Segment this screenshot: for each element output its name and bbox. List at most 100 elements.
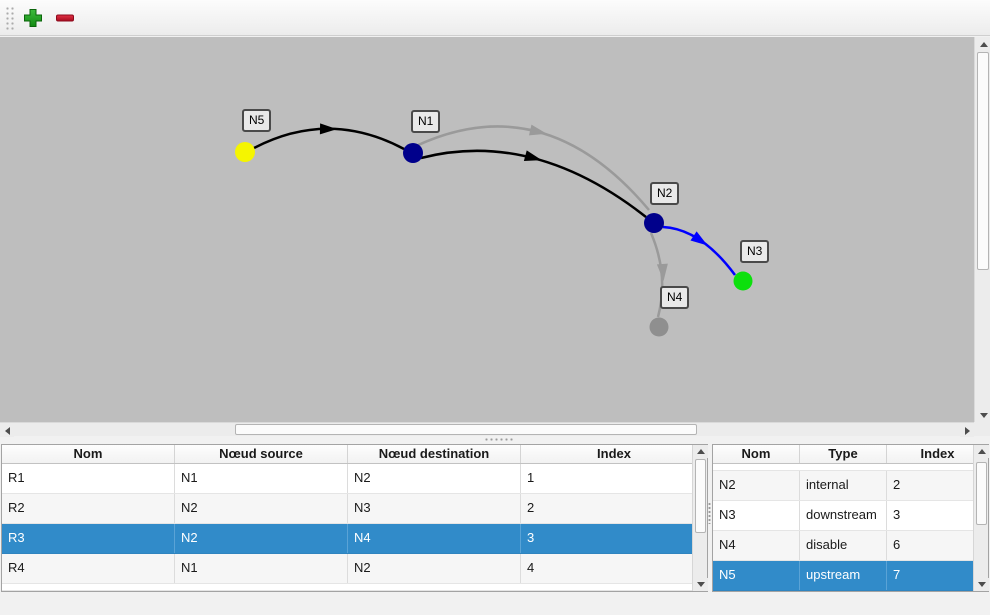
table-row-N3[interactable]: N3 downstream 3 (713, 501, 973, 531)
table-row-N5-selected[interactable]: N5 upstream 7 (713, 561, 973, 591)
column-header-index[interactable]: Index (597, 446, 631, 461)
cell[interactable]: internal (800, 471, 887, 500)
toolbar (0, 0, 990, 36)
cell[interactable]: 3 (527, 530, 535, 545)
edge-arrow-N1-N2-b (528, 124, 547, 136)
node-label-N4: N4 (660, 286, 690, 309)
cell[interactable]: N2 (175, 524, 348, 553)
canvas-vscrollbar[interactable] (974, 37, 990, 422)
cell[interactable]: N4 (348, 524, 521, 553)
column-header-nom[interactable]: Nom (713, 445, 800, 463)
column-header-source[interactable]: Nœud source (175, 445, 348, 463)
edges-table-scrollbar[interactable] (692, 445, 708, 591)
cell[interactable]: R4 (2, 554, 175, 583)
edge-arrow-N2-N3 (690, 231, 708, 246)
scroll-right-button[interactable] (960, 424, 974, 437)
edges-scroll-thumb[interactable] (695, 459, 706, 533)
table-row-N4[interactable]: N4 disable 6 (713, 531, 973, 561)
column-header-index[interactable]: Index (920, 446, 955, 461)
node-N1[interactable] (403, 143, 423, 163)
cell[interactable]: R1 (2, 464, 175, 493)
edge-N5-N1[interactable] (253, 127, 405, 151)
nodes-table-scrollbar[interactable] (973, 445, 989, 591)
cell[interactable]: downstream (800, 501, 887, 530)
cell[interactable]: R2 (2, 494, 175, 523)
table-row-R4[interactable]: R4 N1 N2 4 (2, 554, 692, 584)
node-label-N2: N2 (650, 182, 680, 205)
cell[interactable]: R3 (2, 524, 175, 553)
arrow-left-icon (4, 426, 10, 435)
arrow-down-icon (697, 582, 705, 587)
column-header-type[interactable]: Type (800, 445, 887, 463)
cell[interactable]: N1 (175, 464, 348, 493)
cell[interactable]: N3 (713, 501, 800, 530)
edge-arrow-N5-N1 (319, 123, 337, 135)
edges-table: Nom Nœud source Nœud destination Index R… (1, 444, 708, 592)
arrow-down-icon (978, 582, 986, 587)
edge-arrow-N1-N2-a (523, 150, 542, 161)
canvas-hscroll-thumb[interactable] (235, 424, 697, 435)
cell[interactable]: N4 (713, 531, 800, 560)
scrollbar-corner (974, 422, 990, 436)
node-N4[interactable] (649, 317, 669, 337)
cell[interactable]: 3 (893, 507, 901, 522)
edge-N2-N3[interactable] (662, 225, 737, 276)
cell[interactable]: upstream (800, 561, 887, 590)
cell[interactable]: 7 (893, 567, 901, 582)
minus-icon (56, 14, 74, 21)
scroll-down-button[interactable] (975, 578, 989, 591)
partial-row (2, 584, 692, 591)
edge-N1-N2-a[interactable] (420, 149, 647, 218)
node-N5[interactable] (235, 142, 255, 162)
cell[interactable]: 1 (527, 470, 535, 485)
canvas-vscroll-thumb[interactable] (977, 52, 989, 270)
scroll-up-button[interactable] (975, 445, 989, 458)
vertical-splitter-handle[interactable] (707, 502, 712, 524)
scroll-up-button[interactable] (694, 445, 708, 458)
edge-N1-N2-b[interactable] (415, 125, 650, 211)
arrow-down-icon (979, 412, 988, 418)
scroll-down-button[interactable] (976, 408, 990, 422)
node-N2[interactable] (644, 213, 664, 233)
scroll-left-button[interactable] (0, 424, 14, 437)
cell[interactable]: N2 (175, 494, 348, 523)
arrow-up-icon (978, 449, 986, 454)
table-row-N2[interactable]: N2 internal 2 (713, 471, 973, 501)
edges-table-header: Nom Nœud source Nœud destination Index (2, 445, 707, 464)
scroll-down-button[interactable] (694, 578, 708, 591)
column-header-destination[interactable]: Nœud destination (348, 445, 521, 463)
cell[interactable]: N1 (175, 554, 348, 583)
nodes-table: Nom Type Index N2 internal 2 N3 downstre… (712, 444, 989, 592)
add-button[interactable] (20, 5, 46, 31)
cell[interactable]: N2 (713, 471, 800, 500)
graph-canvas[interactable]: N5 N1 N2 N3 N4 (0, 37, 974, 422)
scroll-up-button[interactable] (976, 37, 990, 51)
cell[interactable]: 2 (893, 477, 901, 492)
table-row-R1[interactable]: R1 N1 N2 1 (2, 464, 692, 494)
cell[interactable]: N2 (348, 554, 521, 583)
edges-table-body: R1 N1 N2 1 R2 N2 N3 2 R3 N2 N4 3 R4 N1 N… (2, 464, 692, 591)
nodes-scroll-thumb[interactable] (976, 462, 987, 525)
canvas-hscrollbar[interactable] (0, 422, 974, 437)
cell[interactable]: 4 (527, 560, 535, 575)
column-header-nom[interactable]: Nom (2, 445, 175, 463)
cell[interactable]: 6 (893, 537, 901, 552)
cell[interactable]: 2 (527, 500, 535, 515)
node-label-N1: N1 (411, 110, 441, 133)
table-row-R3-selected[interactable]: R3 N2 N4 3 (2, 524, 692, 554)
horizontal-splitter-handle[interactable] (484, 437, 514, 442)
toolbar-drag-handle[interactable] (4, 4, 14, 31)
edge-arrow-N2-N4 (656, 263, 668, 281)
remove-button[interactable] (52, 5, 78, 31)
cell[interactable]: N5 (713, 561, 800, 590)
arrow-up-icon (979, 41, 988, 47)
cell[interactable]: N3 (348, 494, 521, 523)
arrow-up-icon (697, 449, 705, 454)
cell[interactable]: N2 (348, 464, 521, 493)
table-row-R2[interactable]: R2 N2 N3 2 (2, 494, 692, 524)
graph-svg (235, 123, 753, 337)
node-N3[interactable] (733, 271, 753, 291)
cell[interactable]: disable (800, 531, 887, 560)
node-label-N5: N5 (242, 109, 272, 132)
plus-icon (24, 8, 42, 27)
